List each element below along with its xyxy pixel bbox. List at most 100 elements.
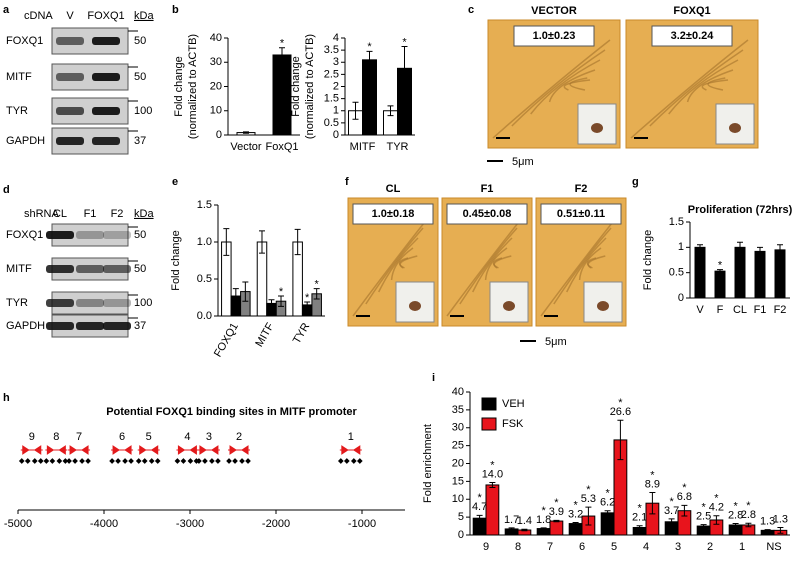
value-box bbox=[651, 25, 733, 47]
band bbox=[56, 73, 84, 81]
lane-label: V bbox=[66, 10, 74, 22]
band bbox=[46, 231, 74, 239]
diamond bbox=[180, 458, 187, 464]
cell-shape bbox=[352, 217, 429, 317]
band bbox=[92, 73, 120, 81]
cell-shape bbox=[578, 247, 602, 281]
band bbox=[92, 107, 120, 115]
site-arrows bbox=[20, 445, 43, 455]
x-tick-label: F bbox=[717, 304, 724, 316]
bar bbox=[714, 270, 726, 299]
diamond bbox=[66, 458, 72, 464]
value-label: 3.7 bbox=[664, 505, 679, 517]
error-bar bbox=[232, 288, 239, 304]
error-bar bbox=[223, 228, 230, 256]
band bbox=[46, 322, 74, 330]
scale-legend: 5μm bbox=[545, 336, 567, 348]
band bbox=[56, 137, 84, 145]
value-label: 1.3 bbox=[773, 513, 788, 525]
x-tick-label: 7 bbox=[547, 541, 553, 553]
site-arrows bbox=[176, 445, 199, 455]
error-bar bbox=[366, 50, 373, 69]
error-bar bbox=[258, 230, 265, 254]
error-bar bbox=[668, 518, 675, 526]
y-tick-label: 15 bbox=[452, 475, 464, 487]
error-bar bbox=[649, 491, 656, 515]
diamond bbox=[148, 458, 155, 464]
diamond bbox=[154, 458, 161, 464]
panel-letter: b bbox=[172, 4, 179, 16]
bar bbox=[734, 246, 746, 299]
band bbox=[92, 137, 120, 145]
significance-marker: * bbox=[701, 502, 706, 514]
error-bar bbox=[521, 528, 528, 532]
band bbox=[103, 322, 131, 330]
diamond bbox=[135, 458, 142, 464]
error-bar bbox=[313, 288, 320, 300]
significance-marker: * bbox=[279, 286, 284, 298]
error-bar bbox=[745, 522, 752, 528]
error-bar bbox=[732, 523, 739, 527]
panel-letter: a bbox=[3, 4, 10, 16]
x-tick-label: -4000 bbox=[90, 518, 118, 530]
x-tick-label: 2 bbox=[707, 541, 713, 553]
band bbox=[46, 265, 74, 273]
y-tick-label: 10 bbox=[452, 493, 464, 505]
band bbox=[56, 107, 84, 115]
diamond bbox=[187, 458, 194, 464]
value-label: 6.8 bbox=[677, 491, 692, 503]
value-label: 1.4 bbox=[517, 515, 532, 527]
significance-marker: * bbox=[637, 503, 642, 515]
significance-marker: * bbox=[618, 397, 623, 409]
value-label: 8.9 bbox=[645, 478, 660, 490]
error-bar bbox=[294, 228, 301, 256]
band bbox=[56, 37, 84, 45]
y-axis-label: Fold change bbox=[642, 230, 654, 291]
bar bbox=[600, 512, 615, 536]
site-arrows bbox=[68, 445, 91, 455]
site-label: 8 bbox=[53, 431, 59, 443]
error-bar bbox=[681, 504, 688, 517]
error-bar bbox=[700, 524, 707, 528]
row-label: GAPDH bbox=[6, 320, 45, 332]
y-tick-label: 30 bbox=[210, 56, 222, 68]
image-title: F1 bbox=[481, 183, 494, 195]
row-label: MITF bbox=[6, 71, 32, 83]
y-tick-label: 3.5 bbox=[324, 44, 339, 56]
value-box bbox=[446, 203, 528, 225]
site-label: 3 bbox=[206, 431, 212, 443]
cell-shape bbox=[686, 69, 734, 103]
row-label: MITF bbox=[6, 263, 32, 275]
y-tick-label: 40 bbox=[452, 386, 464, 398]
cell-shape bbox=[492, 39, 611, 139]
error-bar bbox=[242, 281, 249, 302]
x-tick-label: FOXQ1 bbox=[212, 321, 241, 359]
y-tick-label: 0 bbox=[216, 129, 222, 141]
value-label: 26.6 bbox=[610, 406, 631, 418]
band bbox=[76, 265, 104, 273]
error-bar bbox=[476, 514, 483, 522]
diamond bbox=[196, 458, 202, 464]
cell-shape bbox=[493, 255, 512, 269]
significance-marker: * bbox=[477, 492, 482, 504]
panel-letter: f bbox=[345, 176, 349, 188]
site-label: 4 bbox=[184, 431, 190, 443]
band bbox=[76, 231, 104, 239]
error-bar bbox=[572, 521, 579, 526]
image-title: VECTOR bbox=[531, 5, 577, 17]
site-label: 1 bbox=[348, 431, 354, 443]
diamond bbox=[122, 458, 128, 464]
x-tick-label: 5 bbox=[611, 541, 617, 553]
band bbox=[76, 299, 104, 307]
y-tick-label: 2.5 bbox=[324, 68, 339, 80]
bar bbox=[774, 249, 786, 299]
value-box bbox=[352, 203, 434, 225]
x-tick-label: TYR bbox=[387, 141, 409, 153]
cell-shape bbox=[569, 77, 588, 91]
diamond bbox=[232, 458, 238, 464]
lane-label: F1 bbox=[84, 208, 97, 220]
significance-marker: * bbox=[305, 292, 310, 304]
y-tick-label: 10 bbox=[210, 105, 222, 117]
cell-shape bbox=[566, 237, 607, 293]
y-tick-label: 5 bbox=[458, 511, 464, 523]
